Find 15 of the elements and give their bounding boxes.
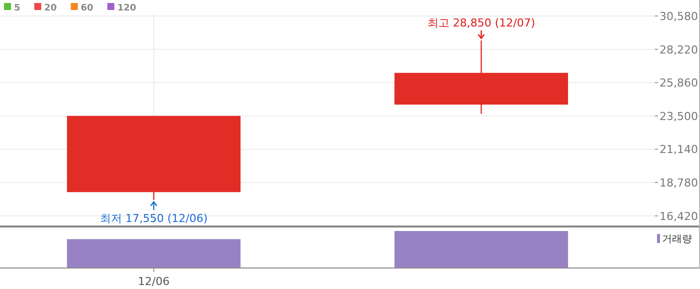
y-tick-label: 28,220 bbox=[660, 43, 698, 56]
legend-label: 거래량 bbox=[662, 234, 692, 245]
y-tick-label: 25,860 bbox=[660, 76, 698, 90]
legend-label: 60 bbox=[80, 4, 94, 14]
legend-label: 5 bbox=[14, 4, 20, 14]
legend-label: 120 bbox=[117, 4, 136, 14]
y-tick-label: 30,580 bbox=[660, 10, 698, 23]
y-tick-label: 16,420 bbox=[660, 210, 698, 223]
y-tick-label: 23,500 bbox=[660, 110, 698, 123]
y-tick-label: 18,780 bbox=[660, 176, 698, 190]
x-tick-label: 12/06 bbox=[138, 275, 170, 288]
y-tick-label: 21,140 bbox=[660, 143, 698, 156]
annotation: 최저 17,550 (12/06) bbox=[100, 212, 208, 225]
legend-label: 20 bbox=[44, 4, 57, 14]
annotation: 최고 28,850 (12/07) bbox=[427, 16, 536, 30]
